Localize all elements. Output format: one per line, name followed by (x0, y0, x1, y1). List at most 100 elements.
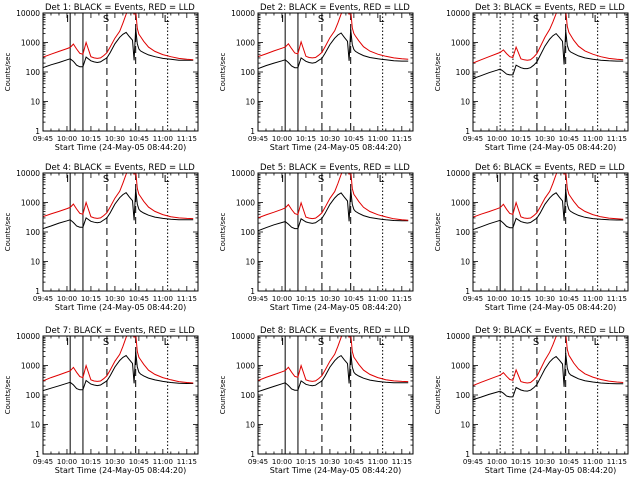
detector-panel-7: Det 7: BLACK = Events, RED = LLD 1 10 100 10… (4, 326, 199, 475)
x-tick-label: 10:00 (487, 295, 507, 303)
y-axis-label: Counts/sec (4, 213, 12, 252)
x-axis-label: Start Time (24-May-05 08:44:20) (270, 143, 401, 152)
marker-label: I (66, 14, 69, 25)
detector-panel-3: Det 3: BLACK = Events, RED = LLD 1 10 100 10… (434, 3, 629, 152)
series-layer (473, 13, 624, 79)
y-tick-label: 100 (456, 228, 471, 237)
plot-frame (42, 335, 199, 455)
x-tick-label: 10:45 (344, 458, 364, 466)
y-tick-label: 100 (456, 68, 471, 77)
x-axis-label: Start Time (24-May-05 08:44:20) (485, 466, 616, 475)
y-tick-label: 10 (245, 421, 255, 430)
marker-label: L (379, 337, 385, 348)
x-tick-label: 11:15 (177, 458, 197, 466)
y-tick-label: 10000 (446, 9, 470, 18)
y-axis-label: Counts/sec (434, 376, 442, 415)
marker-label: S (103, 174, 109, 185)
detector-panel-1: Det 1: BLACK = Events, RED = LLD 1 10 100 10… (4, 3, 199, 152)
marker-label: L (164, 174, 170, 185)
lld-series-line (43, 13, 194, 61)
panel-title: Det 9: BLACK = Events, RED = LLD (475, 326, 625, 336)
x-tick-label: 11:15 (392, 458, 412, 466)
detector-panel-2: Det 2: BLACK = Events, RED = LLD 1 10 100 10… (219, 3, 414, 152)
plot-frame (472, 12, 629, 132)
detector-panel-5: Det 5: BLACK = Events, RED = LLD 1 10 100 10… (219, 163, 414, 312)
x-tick-label: 11:15 (392, 135, 412, 143)
panel-title: Det 1: BLACK = Events, RED = LLD (45, 3, 195, 13)
y-tick-label: 10 (30, 98, 40, 107)
marker-label: L (164, 337, 170, 348)
plot-frame (42, 12, 199, 132)
x-axis-label: Start Time (24-May-05 08:44:20) (485, 143, 616, 152)
lld-series-line (43, 336, 194, 384)
lld-series-line (258, 13, 409, 60)
events-series-line (473, 30, 624, 79)
marker-label: S (318, 14, 324, 25)
marker-label: L (164, 14, 170, 25)
marker-label: L (594, 14, 600, 25)
y-tick-label: 1000 (236, 199, 255, 208)
y-tick-label: 10000 (231, 332, 255, 341)
y-tick-label: 1 (250, 450, 255, 459)
marker-label: S (533, 14, 539, 25)
x-tick-label: 11:15 (177, 295, 197, 303)
x-tick-label: 09:45 (463, 458, 483, 466)
x-tick-label: 09:45 (248, 458, 268, 466)
y-tick-label: 10 (460, 98, 470, 107)
x-tick-label: 10:00 (272, 458, 292, 466)
x-tick-label: 10:15 (81, 135, 101, 143)
x-tick-label: 10:00 (272, 295, 292, 303)
x-tick-label: 11:15 (607, 135, 627, 143)
y-tick-label: 1 (465, 287, 470, 296)
marker-label: S (533, 174, 539, 185)
x-tick-label: 11:15 (392, 295, 412, 303)
x-tick-label: 10:00 (57, 295, 77, 303)
marker-label: I (496, 174, 499, 185)
marker-label: S (533, 337, 539, 348)
marker-label: S (318, 174, 324, 185)
x-tick-label: 11:00 (153, 458, 173, 466)
x-axis-label: Start Time (24-May-05 08:44:20) (55, 143, 186, 152)
y-axis-label: Counts/sec (434, 53, 442, 92)
x-tick-label: 11:15 (177, 135, 197, 143)
detector-panel-6: Det 6: BLACK = Events, RED = LLD 1 10 100 10… (434, 163, 629, 312)
lld-series-line (473, 13, 624, 64)
y-tick-label: 1 (465, 450, 470, 459)
y-tick-label: 100 (241, 228, 256, 237)
y-tick-label: 1000 (21, 199, 40, 208)
x-tick-label: 11:15 (607, 458, 627, 466)
x-tick-label: 10:00 (487, 458, 507, 466)
x-tick-label: 11:00 (368, 295, 388, 303)
y-tick-label: 1000 (236, 362, 255, 371)
y-axis-label: Counts/sec (219, 53, 227, 92)
marker-label: I (281, 174, 284, 185)
x-tick-label: 10:15 (296, 295, 316, 303)
marker-label: L (594, 174, 600, 185)
y-tick-label: 10000 (446, 169, 470, 178)
panel-title: Det 3: BLACK = Events, RED = LLD (475, 3, 625, 13)
plot-frame (472, 335, 629, 455)
y-tick-label: 10 (245, 258, 255, 267)
y-axis-label: Counts/sec (434, 213, 442, 252)
panel-title: Det 5: BLACK = Events, RED = LLD (260, 163, 410, 173)
series-layer (258, 173, 409, 232)
y-tick-label: 10 (460, 421, 470, 430)
detector-panel-9: Det 9: BLACK = Events, RED = LLD 1 10 100 10… (434, 326, 629, 475)
x-tick-label: 11:00 (153, 295, 173, 303)
y-tick-label: 100 (456, 391, 471, 400)
x-tick-label: 11:00 (368, 458, 388, 466)
x-tick-label: 09:45 (33, 295, 53, 303)
x-axis-label: Start Time (24-May-05 08:44:20) (270, 466, 401, 475)
y-axis-label: Counts/sec (4, 376, 12, 415)
x-tick-label: 10:00 (487, 135, 507, 143)
x-tick-label: 11:00 (153, 135, 173, 143)
x-tick-label: 10:30 (535, 295, 555, 303)
x-tick-label: 10:30 (105, 458, 125, 466)
marker-label: S (103, 337, 109, 348)
plot-frame (257, 335, 414, 455)
y-tick-label: 1 (35, 287, 40, 296)
plot-frame (42, 172, 199, 292)
x-tick-label: 10:45 (129, 458, 149, 466)
detector-panel-8: Det 8: BLACK = Events, RED = LLD 1 10 100 10… (219, 326, 414, 475)
y-tick-label: 100 (26, 68, 41, 77)
